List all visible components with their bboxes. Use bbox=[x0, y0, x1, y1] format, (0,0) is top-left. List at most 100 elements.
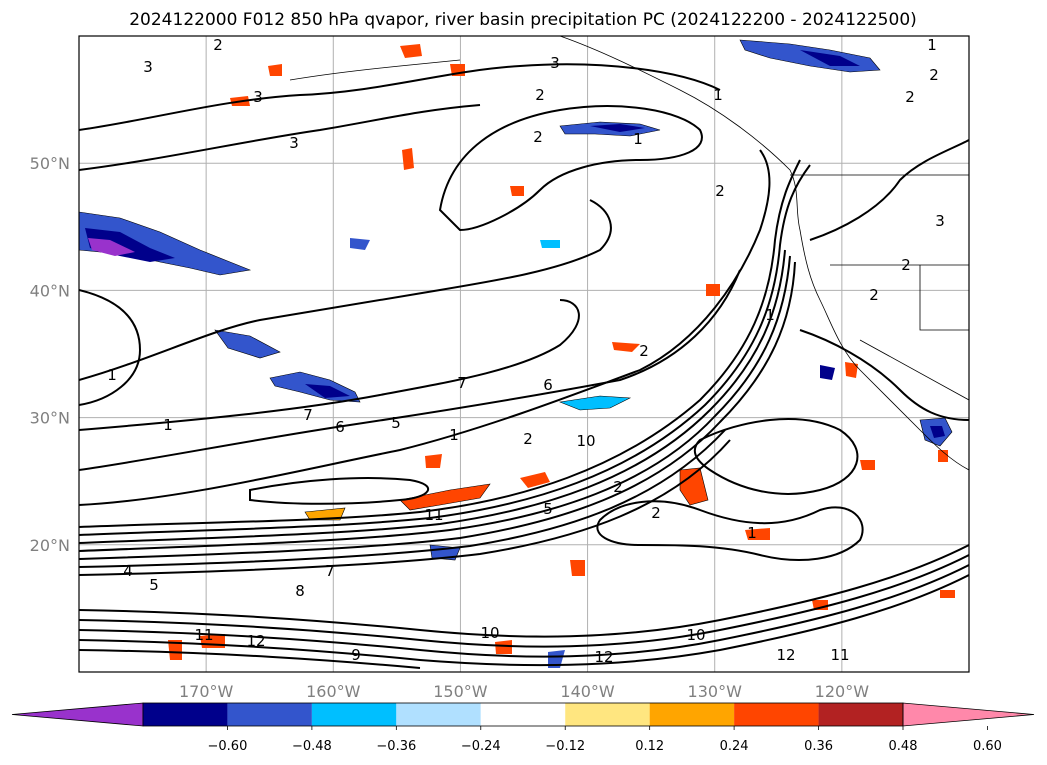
pc-patch bbox=[679, 467, 709, 506]
pc-patch bbox=[820, 365, 835, 380]
contour-label: 10 bbox=[686, 626, 705, 644]
contour-label: 2 bbox=[715, 182, 725, 200]
colorbar-segments bbox=[11, 702, 1035, 730]
pc-patch bbox=[85, 228, 175, 262]
contour-label: 1 bbox=[107, 366, 117, 384]
graticule bbox=[79, 36, 969, 672]
contour-label: 7 bbox=[303, 406, 313, 424]
contour-labels: 2 3 2 3 2 3 2 1 1 1 2 1 3 3 2 6 7 7 6 1 … bbox=[107, 36, 945, 666]
lat-tick-label: 40°N bbox=[30, 281, 70, 300]
qvapor-contours bbox=[79, 63, 969, 669]
colorbar-segment bbox=[311, 703, 397, 726]
lon-tick-label: 130°W bbox=[688, 682, 743, 701]
contour-label: 1 bbox=[449, 426, 459, 444]
contour-line bbox=[79, 554, 969, 648]
pc-patch bbox=[305, 384, 350, 398]
contour-label: 3 bbox=[550, 54, 560, 72]
colorbar-tick-label: 0.36 bbox=[804, 739, 833, 754]
map-frame bbox=[78, 35, 970, 673]
contour-line bbox=[79, 159, 801, 528]
colorbar-tick-label: −0.60 bbox=[208, 739, 248, 754]
colorbar-segment bbox=[396, 703, 481, 726]
contour-label: 7 bbox=[457, 374, 467, 392]
pc-patch bbox=[570, 560, 585, 576]
colorbar-tick-labels: −0.60 −0.48 −0.36 −0.24 −0.12 0.12 0.24 … bbox=[208, 739, 1002, 754]
pc-patch bbox=[800, 50, 860, 66]
contour-line bbox=[79, 255, 791, 552]
pc-shading bbox=[79, 39, 955, 668]
contour-line bbox=[799, 329, 969, 421]
contour-line bbox=[79, 429, 726, 568]
contour-label: 3 bbox=[289, 134, 299, 152]
colorbar-segment bbox=[649, 703, 735, 726]
lon-axis-labels: 170°W 160°W 150°W 140°W 130°W 120°W bbox=[179, 682, 869, 701]
colorbar-segment bbox=[565, 703, 650, 726]
contour-line bbox=[596, 500, 864, 561]
contour-label: 5 bbox=[543, 500, 553, 518]
contour-label: 2 bbox=[639, 342, 649, 360]
pc-patch bbox=[860, 460, 875, 470]
contour-label: 10 bbox=[480, 624, 499, 642]
pc-patch bbox=[350, 238, 370, 250]
contour-label: 1 bbox=[765, 306, 775, 324]
contour-line bbox=[79, 299, 580, 431]
contour-label: 2 bbox=[869, 286, 879, 304]
contour-label: 2 bbox=[535, 86, 545, 104]
contour-line bbox=[438, 105, 703, 232]
contour-label: 12 bbox=[776, 646, 795, 664]
colorbar-tick-label: 0.12 bbox=[635, 739, 664, 754]
colorbar-tick-label: −0.48 bbox=[292, 739, 332, 754]
contour-label: 10 bbox=[576, 432, 595, 450]
pc-patch bbox=[930, 426, 945, 438]
colorbar-extend-high bbox=[902, 702, 1035, 727]
lon-tick-label: 170°W bbox=[179, 682, 234, 701]
contour-label: 1 bbox=[713, 86, 723, 104]
contour-line bbox=[79, 164, 811, 536]
pc-patch bbox=[940, 590, 955, 598]
contour-line bbox=[79, 564, 969, 658]
contour-label: 12 bbox=[246, 632, 265, 650]
coastline bbox=[289, 36, 969, 471]
contour-label: 2 bbox=[929, 66, 939, 84]
colorbar-tick-label: −0.12 bbox=[545, 739, 585, 754]
contour-label: 1 bbox=[927, 36, 937, 54]
colorbar-segment bbox=[818, 703, 903, 726]
contour-line bbox=[79, 574, 969, 667]
pc-patch bbox=[268, 64, 282, 76]
pc-patch bbox=[745, 528, 770, 540]
lat-axis-labels: 50°N 40°N 30°N 20°N bbox=[30, 154, 70, 555]
coastline-path bbox=[559, 36, 969, 471]
lat-tick-label: 30°N bbox=[30, 409, 70, 428]
contour-label: 1 bbox=[163, 416, 173, 434]
pc-patch bbox=[938, 450, 948, 462]
colorbar-tick-label: 0.48 bbox=[889, 739, 918, 754]
lon-tick-label: 140°W bbox=[560, 682, 615, 701]
contour-label: 2 bbox=[651, 504, 661, 522]
pc-patch bbox=[706, 284, 720, 296]
colorbar-segment bbox=[480, 703, 566, 726]
lon-tick-label: 120°W bbox=[815, 682, 870, 701]
contour-label: 1 bbox=[747, 524, 757, 542]
contour-label: 6 bbox=[335, 418, 345, 436]
contour-label: 2 bbox=[905, 88, 915, 106]
contour-label: 1 bbox=[633, 130, 643, 148]
colorbar: −0.60 −0.48 −0.36 −0.24 −0.12 0.12 0.24 … bbox=[11, 702, 1035, 754]
pc-patch bbox=[520, 472, 550, 488]
contour-line bbox=[79, 63, 721, 131]
contour-label: 2 bbox=[533, 128, 543, 146]
pc-patch bbox=[540, 240, 560, 248]
pc-patch bbox=[214, 329, 281, 359]
lon-tick-label: 160°W bbox=[306, 682, 361, 701]
chart-title: 2024122000 F012 850 hPa qvapor, river ba… bbox=[129, 10, 917, 30]
colorbar-extend-low bbox=[11, 702, 144, 727]
contour-label: 12 bbox=[594, 648, 613, 666]
contour-line bbox=[79, 149, 771, 506]
pc-patch bbox=[558, 395, 632, 411]
contour-label: 2 bbox=[613, 478, 623, 496]
colorbar-tick-label: 0.24 bbox=[720, 739, 749, 754]
pc-patch bbox=[548, 650, 565, 668]
contour-label: 7 bbox=[325, 562, 335, 580]
contour-label: 3 bbox=[253, 88, 263, 106]
contour-label: 2 bbox=[523, 430, 533, 448]
